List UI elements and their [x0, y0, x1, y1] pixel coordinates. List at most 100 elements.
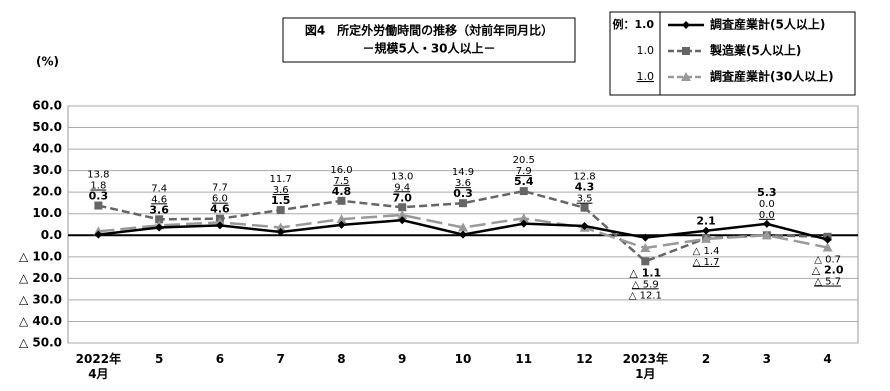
- point: [398, 216, 407, 225]
- y-tick-label: 60.0: [32, 99, 62, 113]
- value-label: △ 0.7: [814, 255, 841, 266]
- y-tick-label: 40.0: [32, 142, 62, 156]
- x-tick-label: 10: [454, 352, 472, 366]
- value-label: 4.3: [575, 181, 595, 194]
- point: [702, 226, 711, 235]
- point: [762, 219, 771, 228]
- x-tick-label: 3: [762, 352, 772, 366]
- y-tick-label: 10.0: [32, 206, 62, 220]
- value-label: 7.7: [212, 183, 228, 194]
- legend-box: [609, 11, 856, 96]
- value-label: △ 1.7: [693, 257, 720, 268]
- value-label: 11.7: [270, 174, 292, 185]
- legend-marker: [682, 47, 690, 55]
- value-label: △ 1.4: [693, 246, 720, 257]
- value-label: 13.8: [87, 170, 109, 181]
- value-label: 0.3: [453, 187, 473, 200]
- point: [459, 199, 467, 208]
- value-label: 7.4: [151, 183, 167, 194]
- point: [397, 210, 408, 220]
- title-box: [282, 17, 576, 63]
- x-tick-label: 8: [337, 352, 346, 366]
- value-label: △ 1.1: [629, 266, 661, 279]
- value-label: 16.0: [330, 165, 352, 176]
- value-label: 4.8: [332, 185, 352, 198]
- value-label: 6.0: [212, 194, 228, 205]
- x-tick-label: 6: [215, 352, 225, 366]
- point: [458, 222, 468, 232]
- value-label: 5.3: [757, 186, 777, 199]
- legend-sample: 例：1.0: [613, 17, 655, 31]
- legend-label: 製造業(5人以上): [709, 43, 801, 58]
- point: [519, 187, 528, 196]
- point: [519, 219, 528, 228]
- point: [276, 228, 285, 237]
- point: [518, 213, 529, 223]
- point: [640, 242, 651, 252]
- point: [822, 242, 833, 252]
- point: [336, 214, 347, 224]
- value-label: 14.9: [452, 167, 474, 178]
- y-tick-label: 0.0: [41, 228, 62, 242]
- x-tick-label: 2: [701, 352, 711, 366]
- value-label: △ 12.1: [629, 290, 662, 301]
- value-label: 1.5: [271, 194, 291, 207]
- y-tick-label: △ 50.0: [19, 336, 62, 350]
- value-label: 3.6: [149, 203, 169, 216]
- x-tick-label: 11: [515, 352, 533, 366]
- y-tick-label: △ 10.0: [19, 249, 62, 263]
- x-tick-label: 2022年 4月: [75, 352, 122, 381]
- value-label: 3.6: [455, 178, 471, 189]
- point: [701, 233, 712, 243]
- y-axis-label: (%): [36, 55, 59, 69]
- value-label: 7.9: [516, 166, 532, 177]
- value-label: 3.5: [577, 194, 593, 205]
- point: [337, 220, 346, 229]
- point: [155, 215, 164, 224]
- chart-subtitle: －規模5人・30人以上－: [362, 41, 495, 56]
- point: [275, 222, 286, 232]
- x-tick-label: 9: [398, 352, 407, 366]
- value-label: 2.1: [696, 215, 716, 228]
- x-tick-label: 4: [823, 352, 832, 366]
- value-label: △ 5.7: [814, 277, 841, 288]
- point: [459, 230, 467, 239]
- point: [641, 257, 650, 266]
- y-tick-label: 20.0: [32, 185, 62, 199]
- value-label: 13.0: [391, 171, 413, 182]
- point: [761, 230, 772, 240]
- value-label: 4.6: [210, 203, 230, 216]
- legend-marker: [682, 21, 690, 29]
- value-label: 4.6: [151, 194, 167, 205]
- point: [337, 196, 346, 205]
- point: [580, 203, 589, 212]
- x-tick-label: 12: [576, 352, 593, 366]
- value-label: 0.0: [759, 210, 775, 221]
- legend-label: 調査産業計(30人以上): [710, 69, 834, 84]
- value-label: 1.8: [90, 181, 106, 192]
- y-tick-label: △ 20.0: [19, 271, 62, 285]
- y-tick-label: 30.0: [32, 163, 62, 177]
- point: [155, 223, 164, 232]
- value-label: △ 2.0: [812, 264, 844, 277]
- value-label: 12.8: [573, 172, 595, 183]
- value-label: 20.5: [513, 155, 535, 166]
- legend-sample: 1.0: [637, 44, 655, 57]
- point: [94, 230, 103, 239]
- value-label: 0.0: [759, 199, 775, 210]
- value-label: 0.3: [89, 190, 109, 203]
- value-label: 9.4: [394, 182, 410, 193]
- legend-label: 調査産業計(5人以上): [710, 17, 825, 32]
- y-tick-label: △ 30.0: [19, 292, 62, 306]
- legend-marker: [681, 72, 691, 81]
- y-tick-label: 50.0: [32, 120, 62, 134]
- point: [94, 201, 103, 210]
- x-tick-label: 7: [276, 352, 285, 366]
- x-tick-label: 2023年 1月: [622, 352, 668, 381]
- point: [823, 235, 832, 244]
- point: [580, 222, 589, 231]
- point: [215, 221, 224, 230]
- legend-sample: 1.0: [637, 70, 655, 83]
